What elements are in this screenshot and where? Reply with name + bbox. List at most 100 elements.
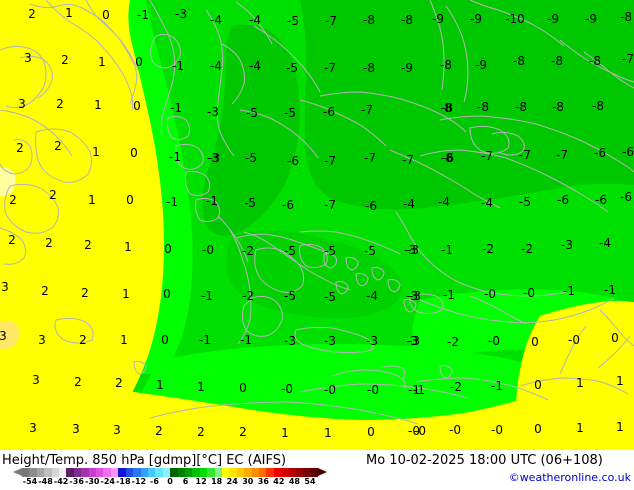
color-scale-swatch xyxy=(266,468,274,477)
temperature-value-label: 2 xyxy=(9,193,17,207)
temperature-value-label: -5 xyxy=(519,195,531,209)
coastline-cyrenaica xyxy=(331,369,406,389)
temperature-value-label: -0 xyxy=(449,423,461,437)
temperature-value-label: -3 xyxy=(207,151,219,165)
color-scale-swatch xyxy=(29,468,37,477)
temperature-value-label: -0 xyxy=(281,382,293,396)
temperature-value-label: -3 xyxy=(561,238,573,252)
temperature-value-label: -3 xyxy=(404,243,416,257)
coastline-italy-lake xyxy=(35,128,93,183)
coastline-peloponnese xyxy=(241,295,283,337)
temperature-value-label: -3 xyxy=(207,105,219,119)
temperature-value-label: -6 xyxy=(365,199,377,213)
color-scale-swatch xyxy=(236,468,245,477)
temperature-value-label: -1 xyxy=(240,333,252,347)
coastline-turkey-aegean xyxy=(395,211,567,297)
coastline-dalmatia xyxy=(149,0,176,137)
temperature-value-label: 1 xyxy=(120,333,128,347)
temperature-value-label: 2 xyxy=(8,233,16,247)
color-scale-swatch xyxy=(125,468,134,477)
temp-band-pale-west xyxy=(0,167,16,197)
temperature-value-label: -7 xyxy=(364,151,376,165)
color-scale-tick-label: 12 xyxy=(195,477,207,486)
temperature-value-label: -7 xyxy=(324,198,336,212)
coastline-italy-inner xyxy=(85,0,139,71)
temperature-value-label: 2 xyxy=(49,188,57,202)
footer-date: Mo 10-02-2025 18:00 UTC (06+108) xyxy=(366,453,603,468)
temp-band-6to-9 xyxy=(300,0,634,210)
coastline-italy-east xyxy=(45,0,134,111)
coastline-aegean-island-5 xyxy=(371,267,385,281)
temperature-value-label: -4 xyxy=(599,236,611,250)
temperature-value-label: 2 xyxy=(61,53,69,67)
color-scale-swatch xyxy=(96,468,104,477)
coastline-africa-mid xyxy=(415,377,549,401)
temperature-value-label: -3 xyxy=(408,334,420,348)
temperature-value-label: -3 xyxy=(409,289,421,303)
temperature-value-label: -7 xyxy=(556,148,568,162)
color-scale-tick-label: 24 xyxy=(226,477,238,486)
temperature-value-label: 3 xyxy=(72,422,80,436)
temp-band-6to-9-balkan xyxy=(202,24,300,236)
temperature-value-label: -1 xyxy=(408,383,420,397)
color-scale-swatch xyxy=(118,468,126,477)
temperature-value-label: -8 xyxy=(515,100,527,114)
weather-map[interactable]: 2 1 0 -1 -3 -4 -4 -5 -7 -8 -8 -9 -9 -10 -9 -9 -8 3 2 1 0 -1 -4… xyxy=(0,0,634,450)
coastline-egypt xyxy=(519,377,629,395)
color-scale-swatch xyxy=(229,468,237,477)
color-scale-tick-label: -24 xyxy=(100,477,115,486)
border-romania-north xyxy=(429,0,445,91)
color-scale-tick-label: -54 xyxy=(22,477,38,486)
border-hungary xyxy=(235,1,273,45)
temperature-value-label: -0 xyxy=(414,424,426,438)
temperature-value-label: -3 xyxy=(407,243,419,257)
temperature-value-label: -8 xyxy=(440,58,452,72)
color-scale-swatch xyxy=(177,468,185,477)
temperature-value-label: -6 xyxy=(323,105,335,119)
color-scale-swatch xyxy=(184,468,193,477)
temperature-value-label: -6 xyxy=(442,151,454,165)
temperature-value-label: 0 xyxy=(611,331,619,345)
temperature-value-label: 3 xyxy=(38,333,46,347)
temp-band-6to-9-aegean xyxy=(226,230,402,318)
coastline-africa-north xyxy=(149,401,419,425)
temperature-value-label: -8 xyxy=(401,13,413,27)
temperature-value-label: -2 xyxy=(482,242,494,256)
color-scale-swatch xyxy=(110,468,119,477)
temperature-value-label: 1 xyxy=(94,98,102,112)
coastline-nile xyxy=(559,325,587,375)
color-scale-tick-label: 42 xyxy=(273,477,285,486)
border-ukraine-south xyxy=(583,51,634,89)
temperature-value-label: -0 xyxy=(484,287,496,301)
temp-band-pale-southwest xyxy=(0,320,20,350)
temperature-value-label: -2 xyxy=(447,335,459,349)
coastline-italy-region xyxy=(0,139,33,175)
temperature-value-label: -6 xyxy=(282,198,294,212)
coastline-aegean-island-3 xyxy=(355,273,369,287)
temperature-value-label: -2 xyxy=(242,244,254,258)
color-scale-swatch xyxy=(199,468,208,477)
temperature-value-label: -8 xyxy=(552,100,564,114)
temperature-value-label: -3 xyxy=(406,289,418,303)
temperature-value-label: -3 xyxy=(366,334,378,348)
color-scale-swatch xyxy=(36,468,45,477)
temperature-value-label: -4 xyxy=(249,59,261,73)
color-scale-swatch xyxy=(251,468,259,477)
temperature-value-label: -10 xyxy=(505,12,525,26)
temperature-value-label: -1 xyxy=(206,194,218,208)
color-scale-swatch xyxy=(66,468,74,477)
color-scale-bar xyxy=(22,468,319,477)
temperature-value-label: 2 xyxy=(16,141,24,155)
coastline-greece-central xyxy=(254,247,305,293)
coastline-dalmatia-islands3 xyxy=(185,171,211,197)
temperature-value-label: -9 xyxy=(432,12,444,26)
temperature-value-label: -8 xyxy=(363,61,375,75)
coastline-blacksea-north xyxy=(439,115,634,173)
temperature-value-label: -6 xyxy=(557,193,569,207)
temperature-value-label: -1 xyxy=(413,383,425,397)
coastline-africa-inner xyxy=(379,365,406,381)
color-scale-swatch xyxy=(221,468,230,477)
temperature-value-label: -8 xyxy=(440,101,452,115)
temperature-value-label: 0 xyxy=(126,193,134,207)
